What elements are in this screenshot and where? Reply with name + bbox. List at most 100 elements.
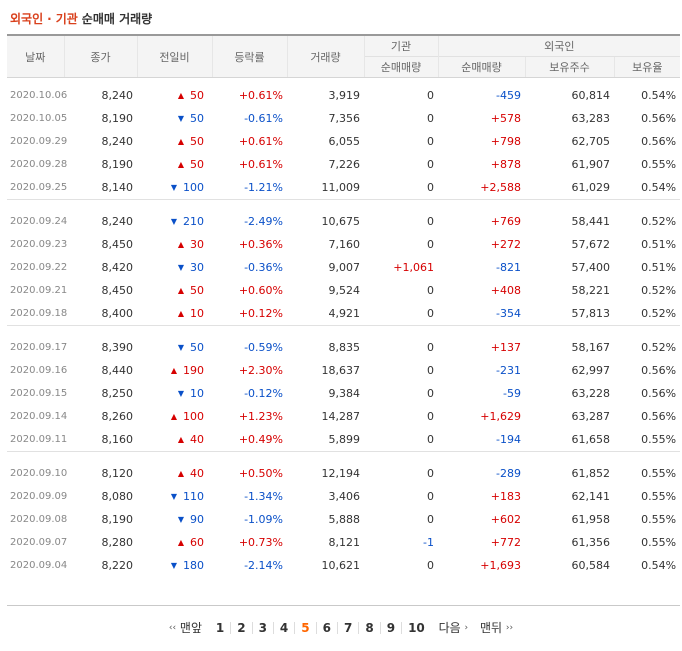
row-date: 2020.09.18	[10, 308, 68, 319]
pager-pages: 1 2 3 4 5 6 7 8 9 10	[210, 621, 431, 635]
row-close: 8,190	[101, 513, 134, 526]
row-inst-net: 0	[427, 135, 434, 148]
row-close: 8,400	[101, 307, 134, 320]
row-change: 40	[137, 462, 212, 485]
row-foreign-net: -194	[496, 433, 521, 446]
row-foreign-shares: 60,584	[571, 559, 611, 572]
row-close: 8,240	[101, 135, 134, 148]
row-inst-net: 0	[427, 158, 434, 171]
row-date: 2020.09.16	[10, 365, 68, 376]
row-change: 180	[137, 554, 212, 577]
section-title: 외국인 · 기관 순매매 거래량	[10, 9, 152, 29]
row-volume: 5,899	[328, 433, 361, 446]
row-volume: 8,835	[328, 341, 361, 354]
row-inst-net: 0	[427, 364, 434, 377]
row-rate: +0.61%	[238, 89, 283, 102]
row-foreign-shares: 63,228	[571, 387, 611, 400]
row-foreign-ratio: 0.52%	[641, 284, 677, 297]
row-date: 2020.10.05	[10, 113, 68, 124]
pager-page-3[interactable]: 3	[251, 622, 273, 634]
row-close: 8,450	[101, 284, 134, 297]
row-foreign-shares: 58,221	[571, 284, 611, 297]
row-date: 2020.09.24	[10, 216, 68, 227]
row-close: 8,390	[101, 341, 134, 354]
pager-page-2[interactable]: 2	[230, 622, 251, 634]
table-row: 2020.09.10 8,12040 +0.50% 12,194 0 -289 61,852…	[7, 462, 680, 485]
row-close: 8,190	[101, 158, 134, 171]
row-close: 8,220	[101, 559, 134, 572]
pager-page-6[interactable]: 6	[315, 622, 337, 634]
row-date: 2020.09.15	[10, 388, 68, 399]
row-change: 30	[137, 233, 212, 256]
row-date: 2020.09.29	[10, 136, 68, 147]
title-rest: 순매매 거래량	[81, 12, 153, 26]
row-change: 90	[137, 508, 212, 531]
row-close: 8,160	[101, 433, 134, 446]
row-foreign-ratio: 0.54%	[641, 559, 677, 572]
pager-first-link[interactable]: ‹‹ 맨앞	[165, 619, 206, 636]
table-row: 2020.09.15 8,25010 -0.12% 9,384 0 -59 63,228 0.…	[7, 382, 680, 405]
pager-page-10[interactable]: 10	[401, 622, 431, 634]
table-row: 2020.09.23 8,45030 +0.36% 7,160 0 +272 57,672 0…	[7, 233, 680, 256]
row-inst-net: 0	[427, 341, 434, 354]
pager-last-link[interactable]: 맨뒤 ››	[476, 619, 517, 636]
header-date: 날짜	[7, 34, 64, 78]
header-foreign-net: 순매매량	[437, 56, 525, 78]
row-foreign-net: -821	[496, 261, 521, 274]
chevron-right-icon: ›	[464, 622, 469, 633]
row-change: 100	[137, 176, 212, 200]
row-foreign-ratio: 0.56%	[641, 135, 677, 148]
row-volume: 7,356	[328, 112, 361, 125]
row-date: 2020.09.17	[10, 342, 68, 353]
pager-last-label: 맨뒤	[479, 621, 503, 635]
row-date: 2020.09.08	[10, 514, 68, 525]
row-volume: 18,637	[321, 364, 361, 377]
row-date: 2020.09.23	[10, 239, 68, 250]
pager-next-link[interactable]: 다음 ›	[435, 619, 473, 636]
pager-page-5[interactable]: 5	[294, 622, 315, 634]
row-rate: -2.14%	[244, 559, 283, 572]
row-rate: +0.12%	[238, 307, 283, 320]
pager-page-7[interactable]: 7	[337, 622, 358, 634]
row-rate: +0.73%	[238, 536, 283, 549]
row-close: 8,240	[101, 89, 134, 102]
row-volume: 7,226	[328, 158, 361, 171]
row-foreign-ratio: 0.52%	[641, 307, 677, 320]
row-inst-net: 0	[427, 433, 434, 446]
row-foreign-net: +602	[490, 513, 521, 526]
row-foreign-shares: 57,400	[571, 261, 611, 274]
row-rate: -0.61%	[244, 112, 283, 125]
table-row: 2020.09.08 8,19090 -1.09% 5,888 0 +602 61,958 0…	[7, 508, 680, 531]
row-change: 210	[137, 210, 212, 233]
pager-page-1[interactable]: 1	[215, 621, 225, 635]
trading-volume-table: 날짜 종가 전일비 등락률 거래량 기관 외국인 순매매량 순매매량 보유주수 …	[7, 34, 681, 583]
header-foreign-shares: 보유주수	[524, 56, 614, 78]
row-foreign-shares: 61,658	[571, 433, 611, 446]
row-foreign-net: +183	[490, 490, 521, 503]
row-change: 50	[137, 130, 212, 153]
table-row: 2020.09.18 8,40010 +0.12% 4,921 0 -354 57,813 0…	[7, 302, 680, 326]
pager-page-4[interactable]: 4	[272, 622, 294, 634]
row-inst-net: -1	[423, 536, 434, 549]
row-close: 8,250	[101, 387, 134, 400]
row-date: 2020.09.07	[10, 537, 68, 548]
pagination: ‹‹ 맨앞 1 2 3 4 5 6 7 8 9 10 다음 › 맨뒤 ››	[0, 619, 682, 636]
row-inst-net: 0	[427, 513, 434, 526]
header-foreign: 외국인	[437, 34, 681, 57]
row-rate: -0.36%	[244, 261, 283, 274]
pager-page-9[interactable]: 9	[379, 622, 401, 634]
row-change: 110	[137, 485, 212, 508]
row-rate: +0.49%	[238, 433, 283, 446]
row-volume: 5,888	[328, 513, 361, 526]
row-foreign-net: -289	[496, 467, 521, 480]
row-foreign-net: +408	[490, 284, 521, 297]
row-date: 2020.09.14	[10, 411, 68, 422]
row-inst-net: 0	[427, 284, 434, 297]
row-close: 8,450	[101, 238, 134, 251]
pager-page-8[interactable]: 8	[358, 622, 379, 634]
row-foreign-net: +137	[490, 341, 521, 354]
row-foreign-shares: 58,441	[571, 215, 611, 228]
row-change: 50	[137, 107, 212, 130]
table-row: 2020.09.16 8,440190 +2.30% 18,637 0 -231 62,99…	[7, 359, 680, 382]
row-foreign-ratio: 0.54%	[641, 181, 677, 194]
